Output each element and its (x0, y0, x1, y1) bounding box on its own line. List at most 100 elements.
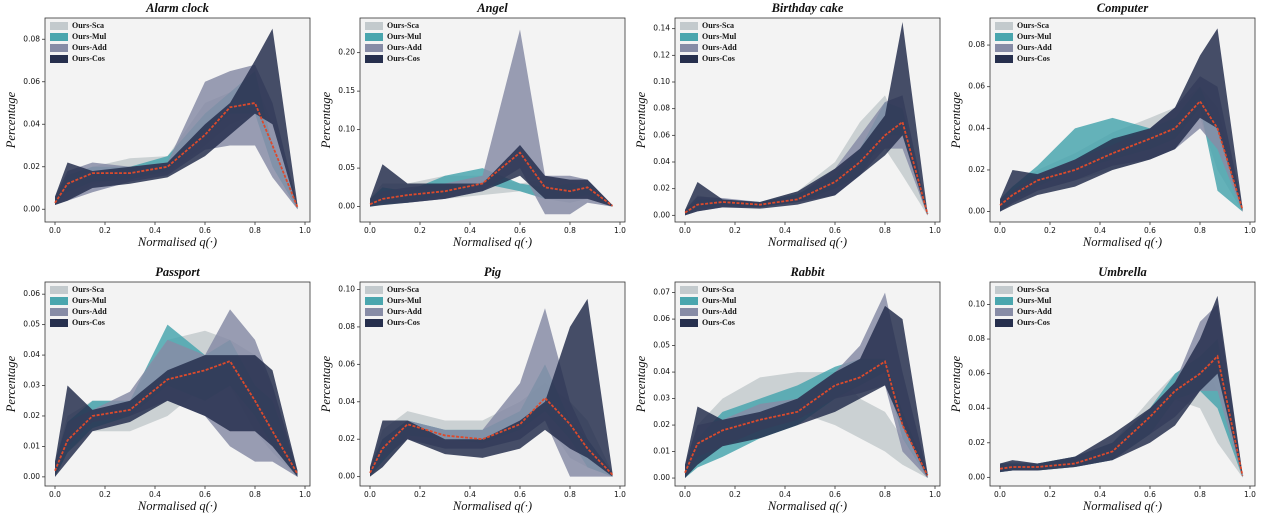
x-tick-label: 0.0 (994, 226, 1006, 235)
x-tick-label: 0.8 (249, 490, 261, 499)
legend-label: Ours-Cos (1017, 54, 1050, 63)
legend-label: Ours-Add (702, 43, 737, 52)
x-tick-label: 0.4 (464, 490, 476, 499)
legend-swatch (680, 297, 698, 305)
legend-swatch (50, 319, 68, 327)
y-tick-label: 0.06 (968, 369, 985, 378)
y-tick-label: 0.15 (338, 86, 355, 95)
y-tick-label: 0.00 (338, 202, 355, 211)
legend-label: Ours-Mul (1017, 296, 1052, 305)
y-tick-label: 0.03 (23, 381, 40, 390)
subplot: PigNormalised q(·)Percentage0.00.20.40.6… (319, 265, 626, 513)
legend-label: Ours-Mul (1017, 32, 1052, 41)
chart-title: Computer (1097, 1, 1149, 15)
y-tick-label: 0.00 (968, 207, 985, 216)
x-tick-label: 1.0 (929, 226, 941, 235)
x-tick-label: 0.4 (1094, 490, 1106, 499)
legend-label: Ours-Sca (387, 285, 419, 294)
y-tick-label: 0.00 (653, 210, 670, 219)
legend-label: Ours-Cos (387, 54, 420, 63)
legend-swatch (995, 33, 1013, 41)
legend-swatch (365, 33, 383, 41)
y-tick-label: 0.08 (338, 322, 355, 331)
y-axis-label: Percentage (319, 91, 333, 149)
y-tick-label: 0.02 (968, 438, 985, 447)
x-axis-label: Normalised q(·) (767, 499, 847, 513)
y-tick-label: 0.06 (968, 82, 985, 91)
legend-label: Ours-Mul (387, 296, 422, 305)
legend-label: Ours-Cos (702, 318, 735, 327)
legend-swatch (680, 308, 698, 316)
y-tick-label: 0.04 (968, 123, 985, 132)
y-tick-label: 0.02 (23, 411, 40, 420)
y-tick-label: 0.20 (338, 48, 355, 57)
y-axis-label: Percentage (319, 355, 333, 413)
y-tick-label: 0.04 (23, 119, 40, 128)
legend-label: Ours-Mul (702, 296, 737, 305)
y-tick-label: 0.10 (338, 284, 355, 293)
legend-swatch (365, 308, 383, 316)
y-tick-label: 0.10 (968, 299, 985, 308)
legend-swatch (680, 55, 698, 63)
x-axis-label: Normalised q(·) (767, 235, 847, 249)
y-tick-label: 0.02 (653, 184, 670, 193)
y-tick-label: 0.08 (968, 40, 985, 49)
y-tick-label: 0.02 (23, 162, 40, 171)
y-axis-label: Percentage (949, 91, 963, 149)
x-tick-label: 0.0 (679, 490, 691, 499)
legend-label: Ours-Add (1017, 43, 1052, 52)
x-axis-label: Normalised q(·) (452, 235, 532, 249)
x-tick-label: 1.0 (929, 490, 941, 499)
legend-swatch (365, 286, 383, 294)
x-tick-label: 0.2 (99, 490, 111, 499)
legend-label: Ours-Add (387, 307, 422, 316)
legend-swatch (50, 55, 68, 63)
chart-title: Pig (484, 265, 501, 279)
y-tick-label: 0.04 (338, 397, 355, 406)
legend-label: Ours-Cos (702, 54, 735, 63)
legend-swatch (50, 297, 68, 305)
x-axis-label: Normalised q(·) (1082, 499, 1162, 513)
x-tick-label: 0.8 (249, 226, 261, 235)
x-tick-label: 0.2 (729, 490, 741, 499)
chart-title: Umbrella (1098, 265, 1147, 279)
chart-title: Alarm clock (145, 1, 210, 15)
x-tick-label: 0.2 (414, 226, 426, 235)
y-axis-label: Percentage (634, 91, 648, 149)
legend-swatch (995, 22, 1013, 30)
x-tick-label: 0.4 (149, 490, 161, 499)
x-tick-label: 0.4 (779, 226, 791, 235)
x-tick-label: 0.8 (1194, 226, 1206, 235)
x-axis-label: Normalised q(·) (1082, 235, 1162, 249)
chart-title: Birthday cake (771, 1, 844, 15)
subplot: Birthday cake Normalised q(·) Percentage 0.… (634, 1, 941, 249)
x-tick-label: 0.6 (514, 226, 526, 235)
y-axis-label: Percentage (4, 355, 18, 413)
legend-label: Ours-Cos (387, 318, 420, 327)
legend-swatch (680, 44, 698, 52)
y-tick-label: 0.02 (968, 165, 985, 174)
y-tick-label: 0.06 (338, 359, 355, 368)
y-tick-label: 0.06 (653, 130, 670, 139)
x-tick-label: 1.0 (299, 490, 311, 499)
y-axis-label: Percentage (4, 91, 18, 149)
legend-swatch (680, 319, 698, 327)
y-tick-label: 0.04 (968, 403, 985, 412)
y-tick-label: 0.04 (653, 367, 670, 376)
legend-label: Ours-Cos (72, 54, 105, 63)
legend-swatch (365, 44, 383, 52)
y-tick-label: 0.06 (653, 314, 670, 323)
legend-label: Ours-Sca (72, 21, 104, 30)
x-tick-label: 0.2 (99, 226, 111, 235)
x-tick-label: 0.6 (829, 226, 841, 235)
legend-label: Ours-Sca (387, 21, 419, 30)
legend-label: Ours-Sca (72, 285, 104, 294)
chart-title: Passport (155, 265, 200, 279)
legend-label: Ours-Sca (702, 21, 734, 30)
legend-label: Ours-Mul (72, 32, 107, 41)
legend-swatch (365, 319, 383, 327)
x-tick-label: 0.0 (49, 490, 61, 499)
x-tick-label: 0.0 (49, 226, 61, 235)
x-tick-label: 1.0 (614, 490, 626, 499)
